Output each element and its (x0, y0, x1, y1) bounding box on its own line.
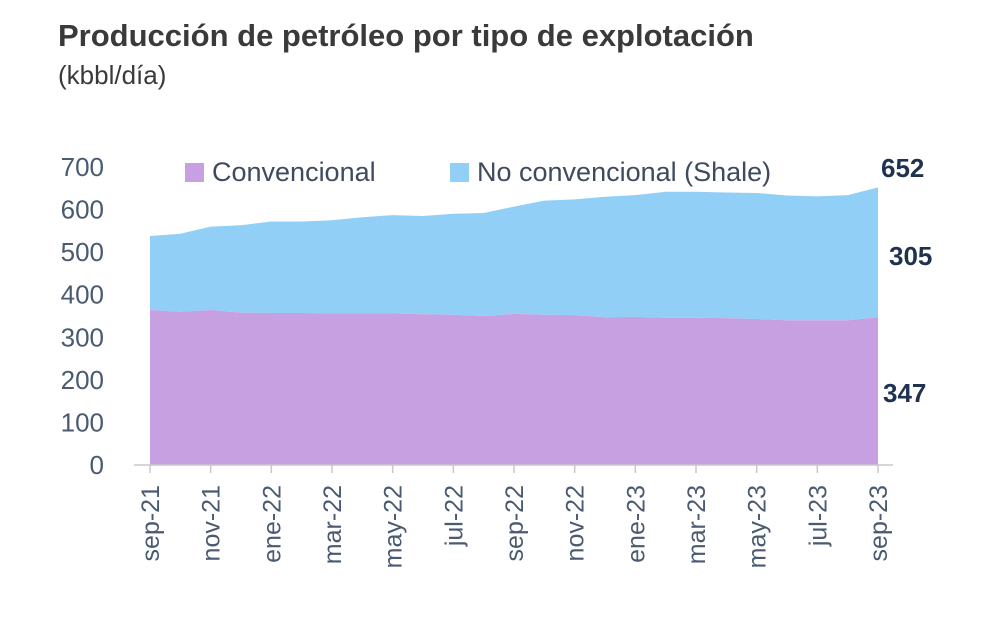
chart-areas (150, 187, 878, 465)
x-tick-label: jul-23 (804, 485, 832, 547)
end-label-total: 652 (881, 153, 924, 183)
x-axis: sep-21 nov-21 ene-22 mar-22 may-22 jul-22 sep-… (134, 464, 893, 568)
x-tick-label: nov-22 (562, 485, 590, 561)
end-labels: 652 305 347 (881, 153, 932, 408)
x-tick-label: may-22 (380, 485, 408, 568)
legend-label-shale: No convencional (Shale) (477, 157, 771, 187)
legend-swatch-conventional (185, 163, 204, 182)
y-tick-label: 600 (61, 195, 104, 225)
x-tick-label: jul-22 (440, 485, 468, 547)
x-tick-label: mar-22 (319, 485, 347, 564)
x-tick-label: nov-21 (198, 485, 226, 561)
y-tick-label: 400 (61, 280, 104, 310)
legend-label-conventional: Convencional (212, 157, 376, 187)
y-tick-label: 100 (61, 407, 104, 437)
chart-title: Producción de petróleo por tipo de explo… (58, 18, 754, 53)
y-tick-label: 700 (61, 152, 104, 182)
x-tick-label: mar-23 (683, 485, 711, 564)
y-tick-label: 0 (90, 450, 104, 480)
x-tick-label: sep-23 (865, 485, 893, 561)
y-axis: 0 100 200 300 400 500 600 700 (61, 152, 104, 480)
x-tick-label: ene-23 (622, 485, 650, 563)
legend: Convencional No convencional (Shale) (185, 157, 771, 187)
series-area-shale (150, 187, 878, 321)
x-tick-label: sep-22 (501, 485, 529, 561)
x-tick-label: may-23 (744, 485, 772, 568)
x-tick-label: sep-21 (137, 485, 165, 561)
y-tick-label: 200 (61, 365, 104, 395)
x-tick-label: ene-22 (258, 485, 286, 563)
end-label-conventional: 347 (883, 378, 926, 408)
series-area-conventional (150, 310, 878, 465)
y-tick-label: 500 (61, 237, 104, 267)
y-tick-label: 300 (61, 322, 104, 352)
end-label-shale: 305 (889, 241, 932, 271)
legend-swatch-shale (450, 163, 469, 182)
chart-subtitle: (kbbl/día) (58, 60, 167, 90)
